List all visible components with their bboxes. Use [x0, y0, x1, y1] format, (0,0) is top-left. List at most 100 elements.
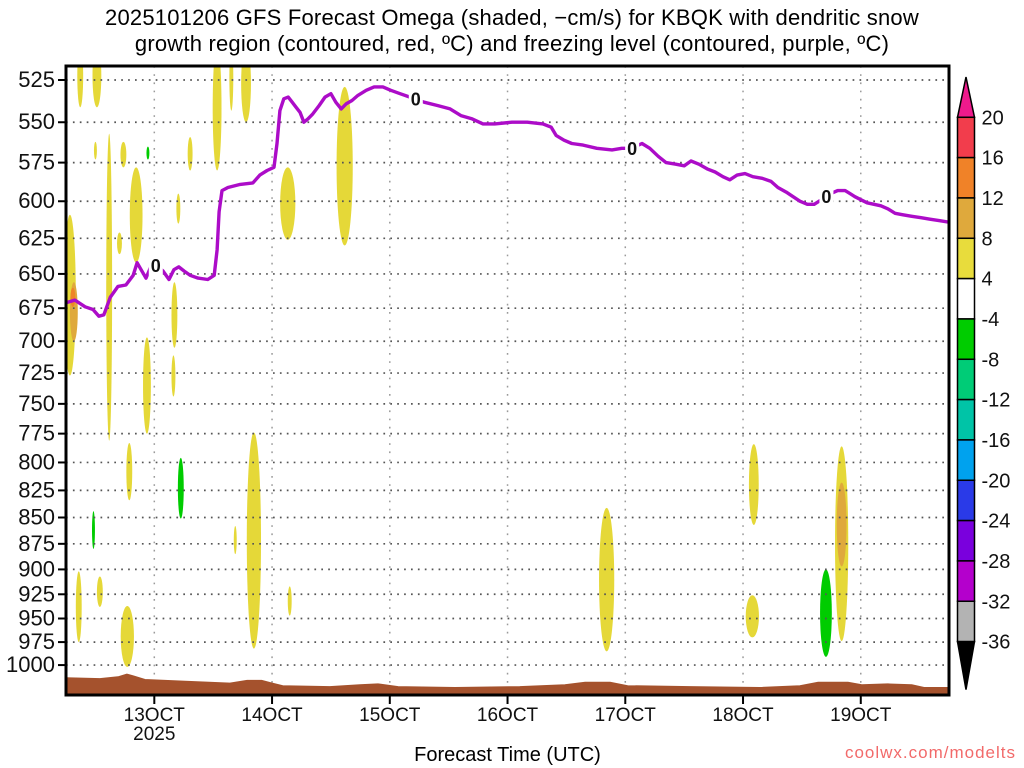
colorbar-boundary-label: -8	[982, 349, 1000, 371]
contour-label-gap	[625, 137, 640, 160]
chart-title: 2025101206 GFS Forecast Omega (shaded, −…	[0, 5, 1024, 57]
chart-title-line2: growth region (contoured, red, ºC) and f…	[134, 30, 890, 56]
y-axis-tick-label: 950	[18, 606, 55, 631]
colorbar-boundary-label: -36	[982, 632, 1011, 654]
contour-zero-label: 0	[821, 187, 831, 207]
omega-blob-8to12	[836, 482, 847, 567]
x-axis-tick-label: 19OCT	[830, 705, 892, 726]
y-axis-tick-label: 725	[18, 360, 55, 385]
x-axis-tick-label: 13OCT	[124, 705, 186, 726]
omega-blob-4to8	[126, 442, 133, 501]
colorbar-over-triangle	[956, 76, 976, 119]
colorbar-segment	[956, 318, 976, 361]
y-axis-tick-label: 875	[18, 531, 55, 556]
omega-blob-4to8	[77, 66, 84, 108]
colorbar-boundary-label: -12	[982, 390, 1011, 412]
colorbar-segment	[956, 156, 976, 199]
omega-blob-4to8	[120, 605, 134, 667]
omega-blob-12to16	[70, 287, 76, 307]
contour-label-gap	[148, 254, 163, 277]
contour-zero-label: 0	[151, 256, 161, 276]
omega-blob--8to-4	[820, 569, 832, 657]
colorbar-boundary-label: 8	[982, 228, 993, 250]
colorbar-segment	[956, 237, 976, 280]
y-axis-tick-label: 675	[18, 295, 55, 320]
y-axis-tick-label: 775	[18, 421, 55, 446]
y-axis-tick-label: 625	[18, 225, 55, 250]
omega-blob-4to8	[129, 167, 143, 263]
colorbar-segment	[956, 560, 976, 603]
x-axis-tick-label: 16OCT	[477, 705, 539, 726]
omega-blob-4to8	[233, 526, 237, 555]
terrain-profile	[66, 673, 949, 695]
x-axis-tick-label: 18OCT	[712, 705, 774, 726]
omega-blob-4to8	[745, 595, 759, 638]
y-axis-tick-label: 850	[18, 505, 55, 530]
y-axis-tick-label: 900	[18, 556, 55, 581]
colorbar-boundary-label: -16	[982, 430, 1011, 452]
y-axis-tick-label: 1000	[6, 652, 55, 677]
omega-blob-4to8	[187, 136, 193, 171]
plot-inner-layer: 0 0 0 0	[66, 66, 949, 695]
y-axis-tick-label: 800	[18, 449, 55, 474]
colorbar-segment	[956, 358, 976, 401]
freezing-level-line	[66, 85, 949, 318]
contour-zero-label: 0	[411, 89, 421, 109]
omega-blob-4to8	[117, 232, 122, 255]
colorbar-segment	[956, 479, 976, 522]
colorbar-segment	[956, 398, 976, 441]
y-axis-tick-label: 525	[18, 67, 55, 92]
colorbar-under-triangle	[956, 640, 976, 690]
omega-blob-4to8	[280, 167, 296, 240]
contour-zero-label: 0	[627, 139, 637, 159]
omega-blob-4to8	[748, 444, 759, 525]
contour-label-gap	[819, 185, 834, 208]
omega-blob-4to8	[120, 141, 127, 168]
colorbar-boundary-label: 12	[982, 188, 1004, 210]
omega-blob-4to8	[171, 355, 176, 397]
omega-blob--8to-4	[177, 457, 184, 519]
colorbar-boundary-label: -20	[982, 470, 1011, 492]
y-axis-tick-label: 600	[18, 188, 55, 213]
colorbar-boundary-label: 20	[982, 107, 1004, 129]
colorbar-segment	[956, 439, 976, 482]
x-axis-tick-sublabel: 2025	[133, 724, 175, 745]
x-axis-tick-label: 17OCT	[595, 705, 657, 726]
y-axis-tick-label: 700	[18, 328, 55, 353]
y-axis-tick-label: 550	[18, 109, 55, 134]
colorbar-boundary-label: -24	[982, 511, 1011, 533]
colorbar-segment	[956, 600, 976, 643]
omega-blob-4to8	[106, 133, 113, 441]
y-axis-tick-label: 975	[18, 629, 55, 654]
omega-blob-4to8	[246, 432, 262, 649]
colorbar-boundary-label: -4	[982, 309, 1000, 331]
omega-blob-4to8	[176, 193, 181, 224]
omega-blob-4to8	[212, 66, 222, 171]
colorbar-segment	[956, 197, 976, 240]
omega-blob--8to-4	[92, 511, 95, 550]
y-axis-tick-label: 925	[18, 581, 55, 606]
omega-blob--8to-4	[146, 146, 150, 160]
omega-blob-4to8	[241, 66, 251, 123]
colorbar-boundary-label: -28	[982, 551, 1011, 573]
colorbar-boundary-label: 4	[982, 269, 993, 291]
y-axis-tick-label: 575	[18, 150, 55, 175]
colorbar-segment	[956, 116, 976, 159]
contour-label-gap	[408, 87, 423, 110]
omega-blob-4to8	[336, 86, 353, 246]
omega-blob-4to8	[92, 66, 102, 108]
omega-blob-4to8	[171, 282, 178, 348]
colorbar-boundary-label: 16	[982, 148, 1004, 170]
colorbar-boundary-label: -32	[982, 591, 1011, 613]
colorbar-segment	[956, 519, 976, 562]
chart-title-line1: 2025101206 GFS Forecast Omega (shaded, −…	[105, 5, 919, 30]
omega-blob-4to8	[287, 586, 292, 616]
x-axis-title: Forecast Time (UTC)	[414, 744, 601, 766]
omega-blob-4to8	[75, 571, 82, 643]
y-axis-tick-label: 750	[18, 391, 55, 416]
omega-blob-4to8	[96, 576, 103, 607]
x-axis-tick-label: 15OCT	[359, 705, 421, 726]
omega-blob-4to8	[93, 141, 97, 160]
colorbar-segment	[956, 277, 976, 320]
